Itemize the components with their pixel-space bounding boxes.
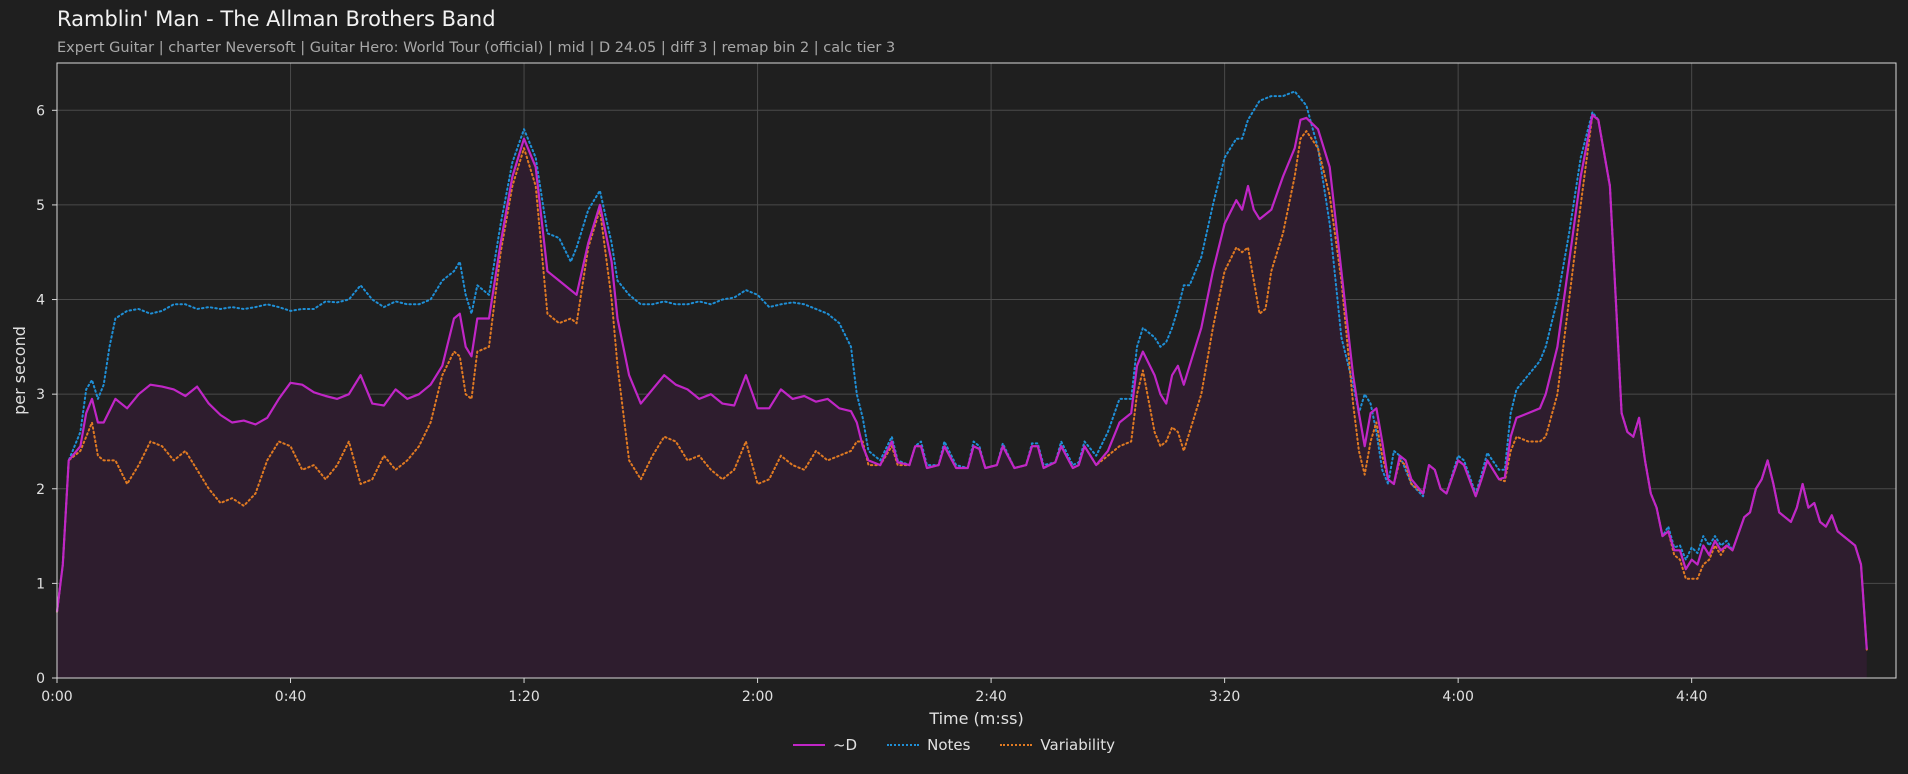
y-tick-label: 5 (36, 198, 45, 214)
x-axis-ticks: 0:00 0:40 1:20 2:00 2:40 3:20 4:00 4:40 (41, 678, 1707, 705)
x-tick-label: 3:20 (1209, 689, 1240, 705)
series-lines (55, 90, 1868, 651)
chart-title: Ramblin' Man - The Allman Brothers Band (57, 7, 496, 31)
plot-frame (56, 62, 1897, 679)
x-tick-label: 1:20 (508, 689, 539, 705)
y-tick-label: 3 (36, 387, 45, 403)
x-tick-label: 4:00 (1442, 689, 1473, 705)
y-tick-label: 1 (36, 576, 45, 592)
legend-item-variability: Variability (1000, 736, 1115, 754)
x-tick-label: 2:00 (742, 689, 773, 705)
x-tick-label: 4:40 (1676, 689, 1707, 705)
legend-item-d: ~D (792, 736, 858, 754)
x-tick-label: 2:40 (975, 689, 1006, 705)
y-tick-label: 6 (36, 103, 45, 119)
y-tick-label: 0 (36, 671, 45, 687)
y-tick-label: 4 (36, 293, 45, 309)
legend-swatch-notes (887, 744, 920, 746)
chart-subtitle: Expert Guitar | charter Neversoft | Guit… (57, 40, 896, 56)
x-tick-label: 0:40 (275, 689, 306, 705)
legend: ~D Notes Variability (0, 736, 1908, 754)
legend-swatch-variability (1000, 744, 1033, 746)
legend-label-d: ~D (832, 736, 858, 754)
d-area-fill (57, 115, 1867, 678)
x-tick-label: 0:00 (41, 689, 72, 705)
legend-label-notes: Notes (927, 736, 971, 754)
legend-swatch-d (792, 744, 825, 746)
y-axis-label: per second (10, 326, 29, 415)
x-axis-label: Time (m:ss) (928, 709, 1023, 728)
legend-label-variability: Variability (1040, 736, 1116, 754)
legend-item-notes: Notes (887, 736, 970, 754)
y-axis-ticks: 0 1 2 3 4 5 6 (36, 103, 57, 687)
y-tick-label: 2 (36, 482, 45, 498)
series-line-d (55, 113, 1868, 650)
